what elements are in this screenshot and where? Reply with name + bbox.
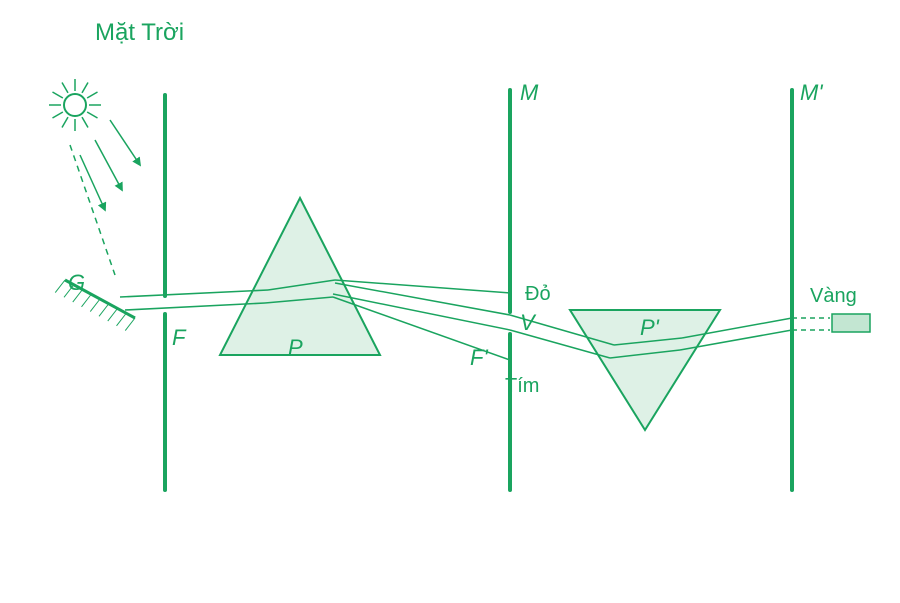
yellow-output-block — [832, 314, 870, 332]
label-pp: P' — [640, 315, 660, 340]
beam-to-prism-top — [120, 290, 268, 297]
label-v: V — [520, 310, 537, 335]
sun-ray-arrow — [95, 140, 122, 190]
label-f: F — [172, 325, 187, 350]
label-do: Đỏ — [525, 283, 551, 305]
prism-p — [220, 198, 380, 355]
label-p: P — [288, 335, 303, 360]
optics-diagram: Mặt Trời G F P M V F' P' M' Đỏ Tím Vàng — [0, 0, 900, 603]
label-tim: Tím — [505, 375, 539, 397]
sun-icon — [64, 94, 86, 116]
label-fp: F' — [470, 345, 488, 370]
label-title: Mặt Trời — [95, 19, 184, 46]
ray-red — [335, 280, 510, 293]
sun-ray-arrow — [80, 155, 105, 210]
label-mp: M' — [800, 80, 823, 105]
label-vang: Vàng — [810, 285, 857, 307]
sun-ray-arrow — [110, 120, 140, 165]
label-m: M — [520, 80, 539, 105]
label-g: G — [68, 270, 85, 295]
